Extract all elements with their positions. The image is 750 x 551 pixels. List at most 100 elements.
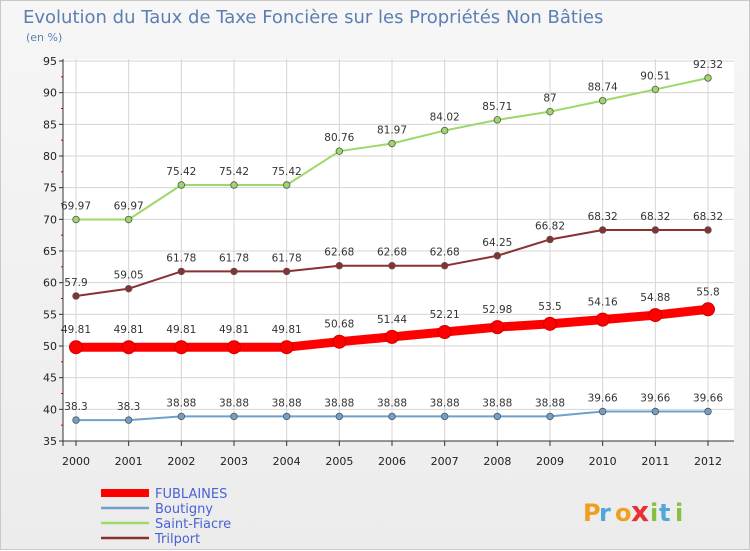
- data-label-fublaines: 53.5: [538, 301, 561, 313]
- data-label-trilport: 57.9: [64, 277, 87, 289]
- data-point-saint-fiacre: [230, 181, 238, 189]
- data-label-fublaines: 49.81: [272, 324, 302, 336]
- data-label-trilport: 61.78: [272, 252, 302, 264]
- x-tick-label: 2001: [115, 455, 143, 468]
- data-label-boutigny: 38.3: [117, 401, 140, 413]
- data-label-boutigny: 39.66: [693, 392, 723, 404]
- data-point-saint-fiacre: [546, 107, 554, 116]
- data-label-trilport: 68.32: [693, 211, 723, 223]
- legend-label-saint-fiacre: Saint-Fiacre: [155, 517, 231, 532]
- axis-layer: 35 40 45 50 55 60 65 70 75 80 85 90 95 2000 2001 2002 20…: [43, 55, 734, 468]
- data-point-trilport: [493, 252, 502, 260]
- data-point-fublaines: [648, 308, 663, 323]
- data-point-fublaines: [227, 340, 241, 355]
- data-label-fublaines: 54.16: [588, 297, 618, 309]
- x-tick-label: 2012: [694, 455, 722, 468]
- legend-label-fublaines: FUBLAINES: [155, 487, 227, 502]
- data-label-trilport: 62.68: [324, 247, 354, 259]
- data-label-fublaines: 52.21: [430, 309, 460, 321]
- data-point-fublaines: [490, 320, 505, 335]
- data-label-boutigny: 38.88: [272, 397, 302, 409]
- data-point-boutigny: [598, 407, 607, 416]
- data-label-trilport: 62.68: [377, 247, 407, 259]
- x-tick-label: 2005: [325, 455, 353, 468]
- y-tick-label: 95: [43, 55, 57, 68]
- logo-letter: i: [675, 499, 683, 527]
- data-label-trilport: 59.05: [114, 270, 144, 282]
- data-point-boutigny: [177, 412, 186, 421]
- data-point-trilport: [72, 292, 80, 300]
- data-label-trilport: 64.25: [482, 237, 512, 249]
- y-tick-label: 50: [43, 340, 57, 353]
- data-point-fublaines: [69, 340, 83, 355]
- data-label-saint-fiacre: 84.02: [430, 112, 460, 124]
- y-tick-label: 70: [43, 213, 57, 226]
- data-label-layer: 49.81 49.81 49.81 49.81 49.81 50.68 51.44 52.21…: [61, 59, 723, 413]
- x-tick-label: 2008: [483, 455, 511, 468]
- x-tick-label: 2007: [431, 455, 459, 468]
- data-label-saint-fiacre: 69.97: [114, 201, 144, 213]
- y-tick-label: 85: [43, 118, 57, 131]
- chart-subtitle: (en %): [26, 31, 62, 44]
- data-point-trilport: [704, 226, 712, 234]
- data-label-boutigny: 38.88: [535, 397, 565, 409]
- data-point-boutigny: [493, 412, 502, 421]
- data-point-boutigny: [72, 416, 80, 424]
- data-point-saint-fiacre: [704, 74, 712, 82]
- data-label-boutigny: 39.66: [640, 392, 670, 404]
- data-point-fublaines: [385, 329, 399, 344]
- data-point-trilport: [177, 267, 186, 276]
- logo-letter: r: [599, 499, 611, 527]
- data-label-saint-fiacre: 88.74: [588, 82, 618, 94]
- data-point-boutigny: [704, 407, 712, 416]
- y-tick-label: 80: [43, 150, 57, 163]
- data-point-fublaines: [701, 302, 715, 317]
- data-label-boutigny: 38.88: [324, 397, 354, 409]
- data-point-fublaines: [121, 340, 136, 355]
- logo-letter: x: [631, 495, 649, 528]
- legend-label-trilport: Trilport: [154, 532, 200, 547]
- data-label-boutigny: 38.3: [64, 401, 87, 413]
- data-label-saint-fiacre: 87: [543, 93, 556, 105]
- data-label-fublaines: 50.68: [324, 319, 354, 331]
- x-tick-label: 2011: [641, 455, 669, 468]
- data-label-fublaines: 55.8: [696, 286, 719, 298]
- data-point-saint-fiacre: [651, 85, 660, 94]
- data-label-trilport: 68.32: [640, 211, 670, 223]
- x-tick-label: 2006: [378, 455, 406, 468]
- data-point-saint-fiacre: [124, 215, 133, 224]
- data-label-saint-fiacre: 75.42: [219, 166, 249, 178]
- data-point-trilport: [546, 235, 554, 244]
- x-tick-label: 2003: [220, 455, 248, 468]
- data-point-saint-fiacre: [388, 139, 396, 148]
- series-layer: [69, 74, 715, 424]
- data-point-trilport: [124, 284, 133, 293]
- y-tick-label: 40: [43, 403, 57, 416]
- data-point-trilport: [230, 267, 238, 276]
- data-point-boutigny: [651, 407, 660, 416]
- data-point-trilport: [335, 261, 344, 270]
- y-tick-label: 35: [43, 435, 57, 448]
- x-tick-label: 2004: [273, 455, 301, 468]
- data-label-boutigny: 39.66: [588, 392, 618, 404]
- data-label-fublaines: 49.81: [166, 324, 196, 336]
- data-label-trilport: 62.68: [430, 247, 460, 259]
- data-label-boutigny: 38.88: [430, 397, 460, 409]
- data-label-boutigny: 38.88: [377, 397, 407, 409]
- x-tick-label: 2009: [536, 455, 564, 468]
- data-point-fublaines: [174, 340, 189, 355]
- data-label-saint-fiacre: 92.32: [693, 59, 723, 71]
- data-point-fublaines: [279, 340, 294, 355]
- data-label-trilport: 61.78: [166, 252, 196, 264]
- data-point-saint-fiacre: [598, 96, 607, 105]
- data-label-saint-fiacre: 85.71: [482, 101, 512, 113]
- data-label-trilport: 68.32: [588, 211, 618, 223]
- data-point-saint-fiacre: [493, 116, 502, 124]
- data-label-boutigny: 38.88: [482, 397, 512, 409]
- grid-layer: [63, 59, 734, 441]
- data-label-fublaines: 51.44: [377, 314, 407, 326]
- logo-letter: i: [650, 499, 658, 527]
- data-point-trilport: [651, 226, 660, 234]
- y-tick-label: 55: [43, 308, 57, 321]
